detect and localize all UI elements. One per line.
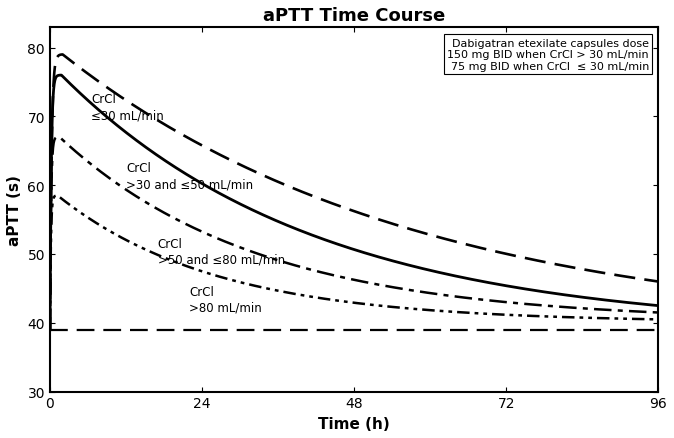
- Text: CrCl
≤30 mL/min: CrCl ≤30 mL/min: [91, 93, 164, 122]
- Y-axis label: aPTT (s): aPTT (s): [7, 174, 22, 245]
- Text: Dabigatran etexilate capsules dose
150 mg BID when CrCl > 30 mL/min
75 mg BID wh: Dabigatran etexilate capsules dose 150 m…: [448, 39, 649, 72]
- X-axis label: Time (h): Time (h): [318, 416, 390, 431]
- Text: CrCl
>30 and ≤50 mL/min: CrCl >30 and ≤50 mL/min: [126, 162, 253, 191]
- Text: CrCl
>80 mL/min: CrCl >80 mL/min: [189, 285, 262, 314]
- Text: CrCl
>50 and ≤80 mL/min: CrCl >50 and ≤80 mL/min: [158, 237, 285, 266]
- Title: aPTT Time Course: aPTT Time Course: [263, 7, 446, 25]
